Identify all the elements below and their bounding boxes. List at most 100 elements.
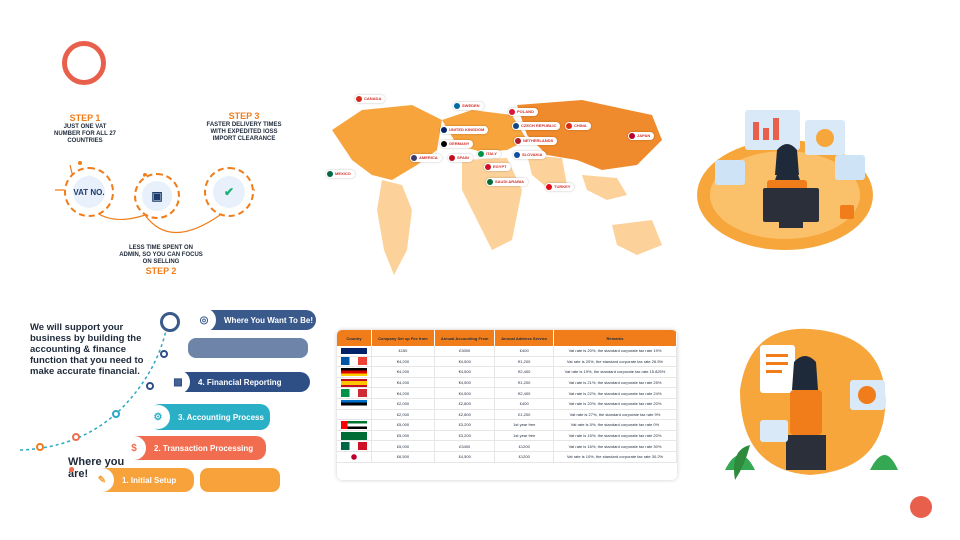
table-cell: Vat rate is 21%, the standard corporate … (553, 377, 677, 389)
table-header: Country (337, 330, 372, 346)
table-cell: Vat rate is 5%, the standard corporate t… (553, 419, 677, 431)
roadmap-dot (146, 382, 154, 390)
table-cell: €1,200 (494, 377, 554, 389)
table-cell: €2,400 (494, 366, 554, 378)
table-cell: 1st year free (494, 430, 554, 442)
flag-icon (411, 155, 417, 161)
table-cell: €4,500 (434, 377, 496, 389)
flag-cell (337, 366, 372, 378)
table-cell: £3000 (434, 346, 496, 357)
flag-icon (514, 152, 520, 158)
table-cell: Vat rate is 20%, the standard corporate … (553, 346, 677, 357)
table-cell: £2,800 (434, 409, 496, 421)
map-tag: SWEDEN (453, 102, 484, 110)
flag-icon (356, 96, 362, 102)
map-tag: SPAIN (448, 154, 473, 162)
flag-cell (337, 398, 372, 410)
table-cell: £6,500 (371, 451, 435, 463)
dollar-icon: $ (122, 436, 146, 460)
roadmap-dot (72, 433, 80, 441)
roadmap-stage-initial-setup: ✎ 1. Initial Setup (90, 468, 194, 492)
roadmap-stage-label: 1. Initial Setup (122, 475, 177, 485)
flag-icon (566, 123, 572, 129)
flag-cy-icon (341, 410, 367, 419)
step-1: STEP 1 JUST ONE VAT NUMBER FOR ALL 27 CO… (50, 113, 120, 145)
flag-cell (337, 409, 372, 421)
roadmap-stage-label: 4. Financial Reporting (198, 377, 282, 387)
table-row: €4,200 €4,500 €2,400 Vat rate is 19%, the s… (337, 366, 677, 378)
map-tag: SLOVAKIA (513, 151, 547, 159)
roadmap-stage-label: 2. Transaction Processing (154, 443, 254, 453)
table-cell: Vat rate is 10%, the standard corporate … (553, 451, 677, 463)
flag-cell (337, 377, 372, 389)
table-cell: £2,000 (371, 409, 435, 421)
table-cell: £1200 (494, 451, 554, 463)
table-cell: £4,500 (434, 451, 496, 463)
table-cell: £1,200 (494, 409, 554, 421)
location-pin-icon: ● (68, 462, 76, 476)
step-3: STEP 3 FASTER DELIVERY TIMES WITH EXPEDI… (200, 111, 288, 143)
step-2-title: STEP 2 (145, 266, 177, 276)
table-cell: £150 (371, 346, 435, 357)
support-heading: We will support your business by buildin… (30, 322, 144, 377)
flag-fr-icon (341, 357, 367, 366)
table-cell: £2,000 (371, 398, 435, 410)
map-tag: ITALY (477, 150, 501, 158)
table-row: €4,200 €4,500 €1,200 Vat rate is 21%, the s… (337, 377, 677, 389)
table-cell: €4,500 (434, 366, 496, 378)
table-cell: €4,200 (371, 377, 435, 389)
table-row: £6,500 £4,500 £1200 Vat rate is 10%, the st… (337, 451, 677, 463)
flag-icon (449, 155, 455, 161)
map-tag: AMERICA (410, 154, 442, 162)
flag-cell (337, 356, 372, 368)
analyst-with-tablet-illustration (720, 320, 900, 485)
table-header: Annual Address Service (494, 330, 554, 346)
roadmap-dot (160, 350, 168, 358)
roadmap-stage-financial-reporting: ▩ 4. Financial Reporting (166, 370, 310, 394)
flag-sa-icon (341, 431, 367, 440)
table-cell: Vat rate is 20%, the standard corporate … (553, 398, 677, 410)
table-cell: Vat rate is 19%, the standard corporate … (553, 366, 677, 378)
flag-icon (487, 179, 493, 185)
table-cell: Vat rate is 27%, the standard corporate … (553, 409, 677, 421)
map-tag: EGYPT (484, 163, 511, 171)
flag-icon (478, 151, 484, 157)
step-3-text: FASTER DELIVERY TIMES WITH EXPEDITED IOS… (206, 122, 282, 142)
flag-icon (629, 133, 635, 139)
setup-icon: ✎ (90, 468, 114, 492)
roadmap-stage-label: 3. Accounting Process (178, 412, 264, 422)
decorative-dot (910, 496, 932, 518)
vat-steps-infographic: STEP 1 JUST ONE VAT NUMBER FOR ALL 27 CO… (40, 105, 290, 285)
chart-icon: ▩ (166, 370, 190, 394)
map-tag: POLAND (508, 108, 538, 116)
roadmap-dot (36, 443, 44, 451)
step-1-text: JUST ONE VAT NUMBER FOR ALL 27 COUNTRIES (53, 124, 116, 144)
flag-icon (515, 138, 521, 144)
flag-it-icon (341, 389, 367, 398)
table-header: Remarks (553, 330, 677, 346)
flag-cell (337, 430, 372, 442)
table-body: £150 £3000 £400 Vat rate is 20%, the standa… (337, 346, 677, 463)
step-2: LESS TIME SPENT ON ADMIN, SO YOU CAN FOC… (118, 245, 204, 277)
table-cell: €4,500 (434, 356, 496, 368)
map-tag: JAPAN (628, 132, 655, 140)
table-row: £5,000 £3400 £1200 Vat rate is 16%, the sta… (337, 440, 677, 452)
flag-icon (509, 109, 515, 115)
step-2-text: LESS TIME SPENT ON ADMIN, SO YOU CAN FOC… (119, 245, 203, 265)
goal-target-icon (160, 312, 180, 332)
table-cell: £1200 (494, 440, 554, 452)
table-cell: €1,200 (494, 356, 554, 368)
flag-cell (337, 387, 372, 399)
map-tag: UNITED KINGDOM (440, 126, 489, 134)
roadmap-path (20, 319, 169, 451)
table-cell: 1st year free (494, 419, 554, 431)
table-cell: Vat rate is 15%, the standard corporate … (553, 430, 677, 442)
step-1-title: STEP 1 (69, 113, 101, 123)
flag-cell (337, 419, 372, 431)
map-tag: SAUDI ARABIA (486, 178, 528, 186)
vat-number-icon: VAT NO. (64, 167, 114, 217)
decorative-ring (62, 41, 106, 85)
roadmap-setup-details (200, 468, 280, 492)
analyst-at-computer-illustration (695, 100, 875, 250)
flag-icon (441, 127, 447, 133)
